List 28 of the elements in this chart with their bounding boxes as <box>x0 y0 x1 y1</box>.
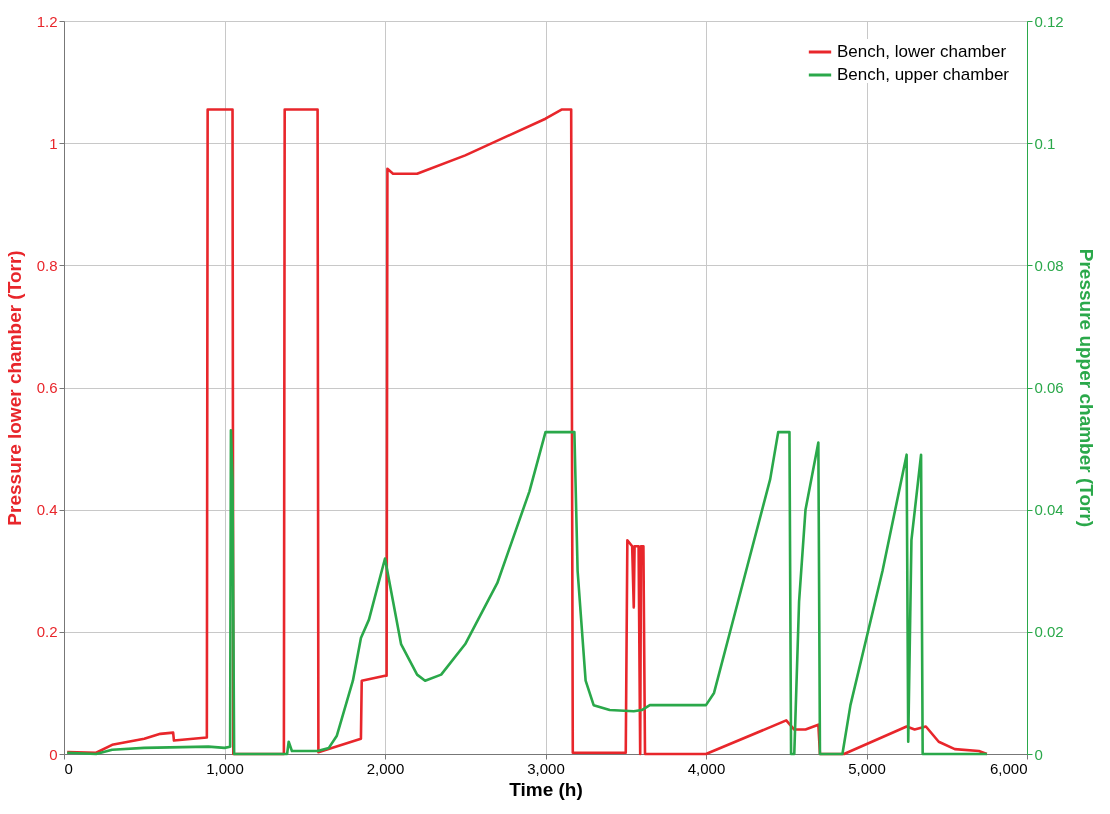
y2-tick-label: 0 <box>1034 745 1043 763</box>
y-tick-label: 0.4 <box>36 501 58 519</box>
y-tick-label: 1 <box>49 134 58 152</box>
x-axis-title: Time (h) <box>509 778 583 800</box>
y2-tick-label: 0.04 <box>1034 501 1064 519</box>
y-tick-label: 1.2 <box>36 12 58 30</box>
x-tick-label: 0 <box>64 759 73 777</box>
y2-axis-title: Pressure upper chamber (Torr) <box>1075 248 1097 528</box>
line-series <box>65 428 989 756</box>
y2-tick-label: 0.1 <box>1034 134 1056 152</box>
y-tick-label: 0 <box>49 745 58 763</box>
y-axis-title: Pressure lower chamber (Torr) <box>3 250 25 526</box>
legend-label: Bench, lower chamber <box>837 42 1007 61</box>
legend-label: Bench, upper chamber <box>837 65 1010 84</box>
y2-tick-label: 0.08 <box>1034 256 1064 274</box>
line-series <box>65 108 989 756</box>
y2-tick-label: 0.02 <box>1034 623 1064 641</box>
x-tick-label: 2,000 <box>366 759 405 777</box>
y-tick-label: 0.6 <box>36 379 58 396</box>
x-tick-label: 4,000 <box>687 759 726 777</box>
y2-tick-label: 0.06 <box>1034 379 1064 396</box>
y2-tick-label: 0.12 <box>1034 12 1064 30</box>
y-tick-label: 0.2 <box>36 623 58 641</box>
x-tick-label: 3,000 <box>527 759 565 777</box>
y-tick-label: 0.8 <box>36 256 58 274</box>
x-tick-label: 6,000 <box>989 759 1028 777</box>
x-tick-label: 1,000 <box>206 759 244 777</box>
x-tick-label: 5,000 <box>848 759 886 777</box>
